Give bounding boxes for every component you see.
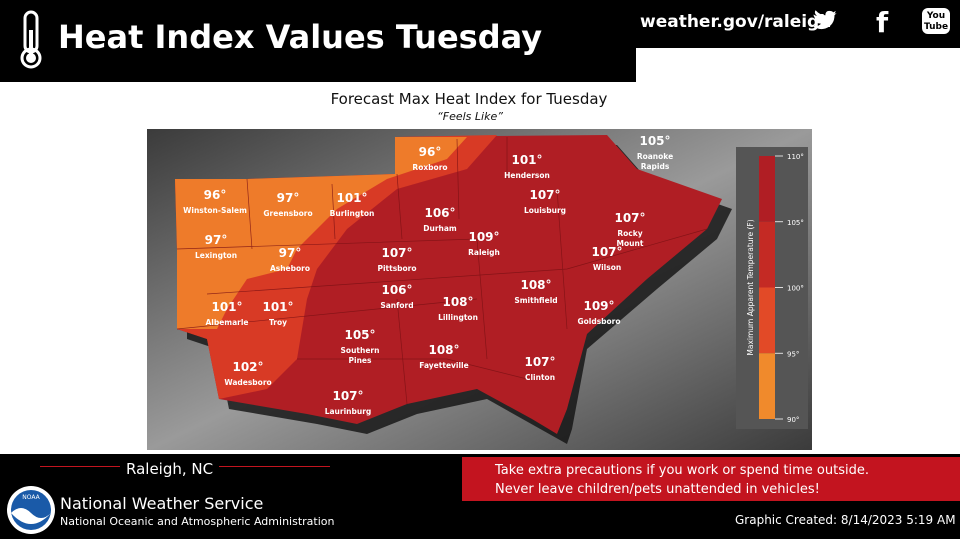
city-name: Southern <box>341 346 380 355</box>
city-name: Asheboro <box>270 264 310 273</box>
header-bar-right <box>636 0 960 48</box>
youtube-label: Tube <box>924 22 948 32</box>
city-name: Sanford <box>380 301 413 310</box>
region-light <box>175 137 467 329</box>
city-name: Clinton <box>525 373 555 382</box>
city-temp: 107° <box>332 389 363 403</box>
legend-swatch <box>759 353 775 419</box>
legend-tick-label: 110° <box>787 153 804 161</box>
city-temp: 97° <box>205 233 228 247</box>
city-temp: 108° <box>428 343 459 357</box>
city-temp: 96° <box>204 188 227 202</box>
legend-title: Maximum Apparent Temperature (F) <box>746 219 755 355</box>
city-temp: 101° <box>511 153 542 167</box>
city-name: Rapids <box>641 162 670 171</box>
city-temp: 96° <box>419 145 442 159</box>
map-subtitle: “Feels Like” <box>437 110 503 123</box>
city-name: Raleigh <box>468 248 500 257</box>
city-name: Wilson <box>593 263 621 272</box>
city-temp: 109° <box>468 230 499 244</box>
office: Raleigh, NC <box>120 460 220 478</box>
city-name: Winston-Salem <box>183 206 247 215</box>
city-name: Burlington <box>330 209 375 218</box>
city-temp: 106° <box>381 283 412 297</box>
youtube-label: You <box>926 11 945 21</box>
city-name: Pines <box>349 356 372 365</box>
city-name: Roanoke <box>637 152 673 161</box>
city-temp: 107° <box>524 355 555 369</box>
map-title: Forecast Max Heat Index for Tuesday <box>330 90 608 108</box>
youtube-icon[interactable] <box>922 8 950 34</box>
city-name: Smithfield <box>514 296 557 305</box>
header-title: Heat Index Values Tuesday <box>58 18 543 56</box>
city-temp: 101° <box>211 300 242 314</box>
city-name: Wadesboro <box>224 378 271 387</box>
city-name: Pittsboro <box>377 264 416 273</box>
city-name: Mount <box>617 239 644 248</box>
city-name: Roxboro <box>412 163 447 172</box>
legend-tick-label: 105° <box>787 219 804 227</box>
legend-tick-label: 100° <box>787 285 804 293</box>
city-temp: 102° <box>232 360 263 374</box>
city-name: Laurinburg <box>325 407 372 416</box>
city-temp: 107° <box>614 211 645 225</box>
city-name: Fayetteville <box>419 361 468 370</box>
city-temp: 107° <box>381 246 412 260</box>
city-name: Durham <box>423 224 457 233</box>
city-temp: 101° <box>336 191 367 205</box>
city-temp: 107° <box>591 245 622 259</box>
message-line: Take extra precautions if you work or sp… <box>495 463 869 478</box>
logo-text: NOAA <box>22 494 40 501</box>
city-temp: 107° <box>529 188 560 202</box>
legend-tick-label: 95° <box>787 350 799 358</box>
city-temp: 108° <box>442 295 473 309</box>
message-line: Never leave children/pets unattended in … <box>495 482 820 497</box>
city-temp: 106° <box>424 206 455 220</box>
social-icons: f You Tube <box>811 6 950 39</box>
city-name: Lillington <box>438 313 478 322</box>
noaa-logo: NOAA <box>7 486 55 534</box>
city-name: Albemarle <box>205 318 248 327</box>
legend-swatch <box>759 156 775 222</box>
website[interactable]: weather.gov/raleigh <box>640 12 832 32</box>
twitter-icon[interactable] <box>811 10 837 30</box>
created: Graphic Created: 8/14/2023 5:19 AM <box>735 513 956 527</box>
agency-full: National Oceanic and Atmospheric Adminis… <box>60 515 335 528</box>
city-name: Henderson <box>504 171 550 180</box>
city-temp: 97° <box>277 191 300 205</box>
city-temp: 108° <box>520 278 551 292</box>
city-temp: 101° <box>262 300 293 314</box>
city-temp: 97° <box>279 246 302 260</box>
city-name: Goldsboro <box>577 317 620 326</box>
legend-tick-label: 90° <box>787 416 799 424</box>
city-temp: 109° <box>583 299 614 313</box>
city-name: Lexington <box>195 251 237 260</box>
thermometer-icon <box>20 10 42 69</box>
agency: National Weather Service <box>60 494 264 513</box>
facebook-icon[interactable]: f <box>876 6 889 39</box>
city-temp: 105° <box>344 328 375 342</box>
legend-swatch <box>759 287 775 354</box>
city-name: Greensboro <box>263 209 312 218</box>
city-name: Troy <box>269 318 287 327</box>
map: 96° Roxboro 101° Henderson 105° RoanokeRapids… <box>147 129 812 450</box>
city-temp: 105° <box>639 134 670 148</box>
county-lines <box>176 137 708 405</box>
city-name: Louisburg <box>524 206 566 215</box>
city-name: Rocky <box>617 229 642 238</box>
message-box <box>462 457 960 501</box>
legend-swatch <box>759 221 775 288</box>
header-bar <box>0 0 636 82</box>
